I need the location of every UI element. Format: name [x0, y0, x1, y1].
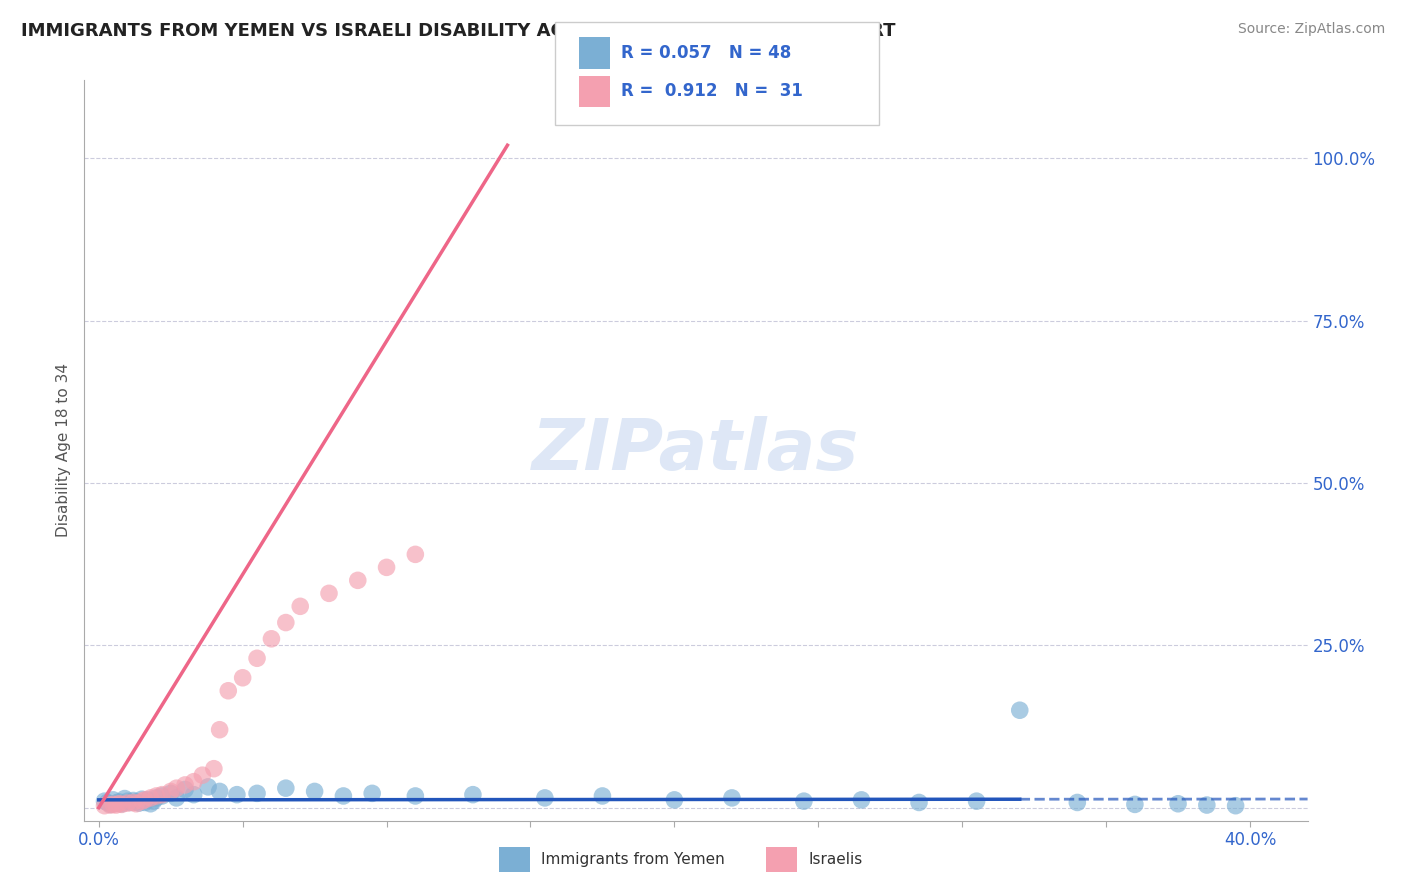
- Point: [117, 794, 139, 808]
- Point: [150, 788, 173, 802]
- Point: [375, 560, 398, 574]
- Point: [274, 781, 297, 796]
- Text: R =  0.912   N =  31: R = 0.912 N = 31: [621, 82, 803, 101]
- Point: [534, 791, 557, 805]
- Point: [197, 780, 219, 794]
- Point: [225, 788, 247, 802]
- Point: [304, 784, 326, 798]
- Point: [202, 762, 225, 776]
- Point: [1225, 798, 1247, 813]
- Text: IMMIGRANTS FROM YEMEN VS ISRAELI DISABILITY AGE 18 TO 34 CORRELATION CHART: IMMIGRANTS FROM YEMEN VS ISRAELI DISABIL…: [21, 22, 896, 40]
- Point: [166, 791, 188, 805]
- Point: [98, 797, 121, 812]
- Point: [139, 797, 162, 811]
- Point: [122, 796, 145, 810]
- Point: [908, 796, 931, 810]
- Point: [404, 547, 426, 561]
- Point: [101, 793, 124, 807]
- Text: R = 0.057   N = 48: R = 0.057 N = 48: [621, 44, 792, 62]
- Point: [108, 797, 131, 811]
- Point: [260, 632, 283, 646]
- Point: [120, 796, 142, 810]
- Point: [1008, 703, 1031, 717]
- Point: [150, 789, 173, 803]
- Point: [101, 797, 124, 812]
- Point: [139, 791, 162, 805]
- Point: [93, 798, 115, 813]
- Point: [174, 782, 197, 797]
- Point: [111, 797, 134, 811]
- Point: [96, 796, 118, 810]
- Point: [128, 796, 150, 810]
- Text: Source: ZipAtlas.com: Source: ZipAtlas.com: [1237, 22, 1385, 37]
- Point: [346, 574, 368, 588]
- Point: [105, 798, 128, 813]
- Point: [166, 781, 188, 796]
- Point: [108, 795, 131, 809]
- Y-axis label: Disability Age 18 to 34: Disability Age 18 to 34: [56, 363, 72, 538]
- Point: [246, 651, 269, 665]
- Point: [1167, 797, 1189, 811]
- Point: [217, 683, 239, 698]
- Point: [404, 789, 426, 803]
- Point: [93, 794, 115, 808]
- Point: [114, 791, 136, 805]
- Point: [208, 784, 231, 798]
- Point: [966, 794, 988, 808]
- Point: [1195, 798, 1218, 813]
- Point: [117, 796, 139, 810]
- Point: [1066, 796, 1088, 810]
- Point: [134, 793, 156, 807]
- Point: [721, 791, 744, 805]
- Point: [125, 795, 148, 809]
- Text: ZIPatlas: ZIPatlas: [533, 416, 859, 485]
- Point: [105, 796, 128, 810]
- Text: Immigrants from Yemen: Immigrants from Yemen: [541, 853, 725, 867]
- Point: [131, 792, 153, 806]
- Point: [290, 599, 312, 614]
- Point: [134, 796, 156, 810]
- Point: [318, 586, 340, 600]
- Point: [145, 791, 167, 805]
- Point: [174, 778, 197, 792]
- Point: [159, 784, 181, 798]
- Point: [122, 793, 145, 807]
- Point: [136, 793, 159, 807]
- Point: [183, 788, 205, 802]
- Point: [591, 789, 613, 803]
- Point: [111, 797, 134, 812]
- Point: [191, 768, 214, 782]
- Point: [1123, 797, 1146, 812]
- Text: Israelis: Israelis: [808, 853, 863, 867]
- Point: [131, 794, 153, 808]
- Point: [664, 793, 686, 807]
- Point: [208, 723, 231, 737]
- Point: [274, 615, 297, 630]
- Point: [232, 671, 254, 685]
- Point: [851, 793, 873, 807]
- Point: [361, 786, 384, 800]
- Point: [332, 789, 354, 803]
- Point: [125, 797, 148, 811]
- Point: [246, 786, 269, 800]
- Point: [159, 786, 181, 800]
- Point: [461, 788, 484, 802]
- Point: [142, 794, 165, 808]
- Point: [98, 798, 121, 813]
- Point: [793, 794, 815, 808]
- Point: [183, 774, 205, 789]
- Point: [145, 789, 167, 803]
